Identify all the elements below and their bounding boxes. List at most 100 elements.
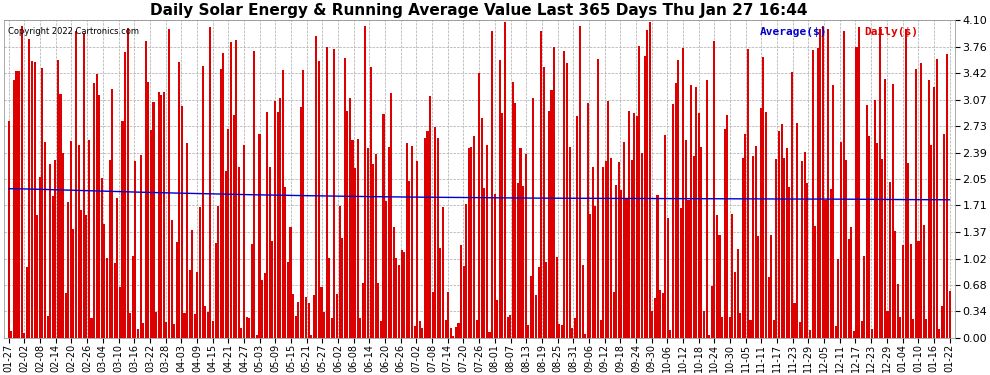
- Bar: [162, 92, 165, 338]
- Bar: [228, 129, 230, 338]
- Bar: [390, 93, 392, 338]
- Bar: [382, 114, 384, 338]
- Bar: [907, 164, 909, 338]
- Bar: [685, 140, 687, 338]
- Bar: [103, 224, 106, 338]
- Bar: [282, 70, 284, 338]
- Bar: [422, 328, 424, 338]
- Bar: [491, 31, 493, 338]
- Bar: [64, 294, 66, 338]
- Bar: [186, 143, 188, 338]
- Bar: [855, 47, 857, 338]
- Bar: [905, 29, 907, 338]
- Bar: [196, 272, 198, 338]
- Bar: [737, 249, 739, 338]
- Bar: [724, 129, 726, 338]
- Bar: [651, 311, 653, 338]
- Bar: [770, 235, 772, 338]
- Bar: [876, 143, 878, 338]
- Bar: [804, 152, 806, 338]
- Bar: [945, 54, 948, 338]
- Bar: [558, 324, 560, 338]
- Bar: [646, 30, 648, 338]
- Bar: [868, 136, 870, 338]
- Bar: [740, 314, 742, 338]
- Bar: [114, 263, 116, 338]
- Bar: [936, 59, 938, 338]
- Bar: [762, 57, 764, 338]
- Bar: [827, 29, 829, 338]
- Bar: [659, 290, 661, 338]
- Bar: [581, 266, 583, 338]
- Bar: [507, 317, 509, 338]
- Bar: [783, 158, 785, 338]
- Bar: [101, 178, 103, 338]
- Bar: [742, 158, 743, 338]
- Bar: [398, 265, 400, 338]
- Bar: [173, 324, 175, 338]
- Bar: [926, 319, 928, 338]
- Bar: [933, 87, 936, 338]
- Bar: [395, 258, 398, 338]
- Bar: [682, 48, 684, 338]
- Bar: [364, 26, 366, 338]
- Bar: [8, 121, 10, 338]
- Bar: [879, 27, 881, 338]
- Bar: [494, 194, 496, 338]
- Bar: [47, 316, 49, 338]
- Bar: [587, 103, 589, 338]
- Bar: [356, 140, 358, 338]
- Bar: [77, 145, 79, 338]
- Bar: [18, 71, 20, 338]
- Bar: [452, 336, 454, 338]
- Bar: [460, 245, 462, 338]
- Bar: [212, 321, 214, 338]
- Bar: [56, 60, 59, 338]
- Bar: [653, 298, 656, 338]
- Bar: [568, 147, 570, 338]
- Bar: [553, 47, 555, 338]
- Bar: [406, 142, 408, 338]
- Bar: [918, 241, 920, 338]
- Bar: [194, 314, 196, 338]
- Bar: [268, 167, 271, 338]
- Bar: [842, 32, 844, 338]
- Bar: [563, 51, 565, 338]
- Bar: [276, 112, 278, 338]
- Bar: [271, 241, 273, 338]
- Bar: [881, 159, 883, 338]
- Bar: [703, 311, 705, 338]
- Bar: [525, 154, 527, 338]
- Bar: [613, 292, 615, 338]
- Bar: [807, 183, 809, 338]
- Bar: [130, 313, 132, 338]
- Bar: [323, 312, 325, 338]
- Bar: [535, 295, 537, 338]
- Bar: [499, 60, 501, 338]
- Bar: [220, 69, 222, 338]
- Bar: [248, 318, 250, 338]
- Bar: [67, 202, 69, 338]
- Bar: [321, 286, 323, 338]
- Bar: [889, 182, 891, 338]
- Bar: [690, 84, 692, 338]
- Bar: [793, 303, 796, 338]
- Bar: [504, 22, 506, 338]
- Bar: [261, 280, 263, 338]
- Bar: [833, 85, 835, 338]
- Bar: [716, 214, 718, 338]
- Bar: [814, 226, 816, 338]
- Bar: [238, 167, 240, 338]
- Bar: [639, 46, 641, 338]
- Bar: [838, 259, 840, 338]
- Bar: [16, 71, 18, 338]
- Bar: [442, 207, 444, 338]
- Bar: [669, 330, 671, 338]
- Bar: [424, 138, 426, 338]
- Bar: [597, 59, 599, 338]
- Bar: [470, 147, 472, 338]
- Bar: [545, 262, 547, 338]
- Bar: [618, 162, 620, 338]
- Bar: [215, 243, 217, 338]
- Bar: [473, 136, 475, 338]
